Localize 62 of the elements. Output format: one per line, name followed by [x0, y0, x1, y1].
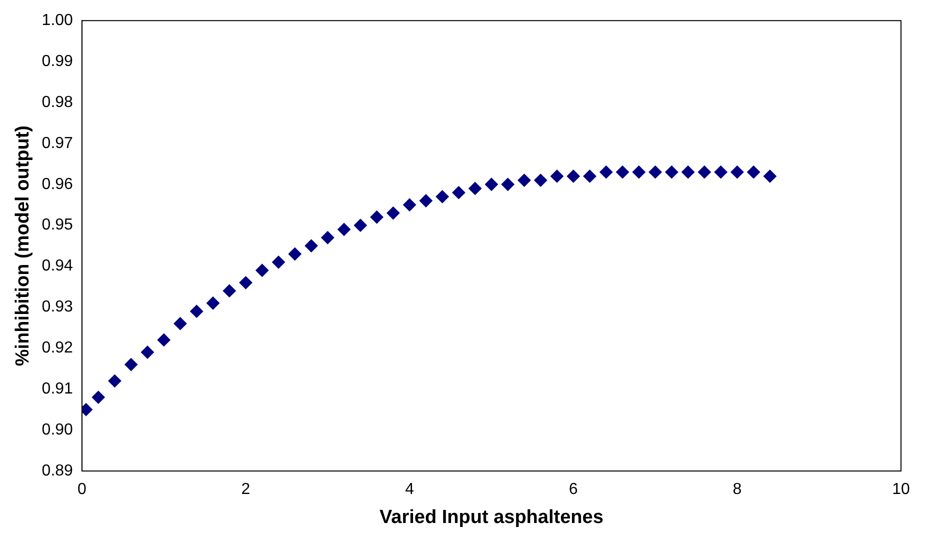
point: [403, 198, 416, 212]
point: [124, 358, 138, 372]
point: [534, 174, 548, 187]
point: [140, 346, 154, 359]
point: [354, 218, 367, 232]
point: [501, 178, 514, 191]
y-tick-label: 0.94: [42, 258, 74, 275]
point: [272, 256, 286, 269]
y-tick-label: 1.00: [42, 12, 74, 30]
point: [698, 166, 711, 179]
y-tick-label: 0.92: [42, 340, 74, 357]
x-tick-label: 4: [405, 481, 414, 498]
y-tick-label: 0.90: [42, 421, 74, 438]
x-tick-label: 6: [568, 481, 578, 498]
point: [239, 276, 252, 290]
point: [174, 317, 187, 330]
point: [714, 166, 728, 179]
point: [256, 264, 269, 277]
point: [108, 374, 122, 388]
point: [321, 231, 334, 244]
point: [288, 247, 302, 260]
point: [484, 178, 498, 191]
point: [304, 239, 318, 252]
point: [452, 186, 466, 200]
point: [682, 166, 695, 179]
point: [468, 182, 482, 195]
point: [600, 166, 613, 179]
x-axis-title: Varied Input asphaltenes: [380, 506, 604, 528]
point: [92, 390, 105, 404]
point: [338, 222, 351, 236]
point: [370, 210, 384, 224]
x-tick-label: 10: [892, 481, 910, 498]
point: [616, 166, 630, 179]
y-tick-label: 0.93: [42, 298, 74, 316]
x-tick-label: 8: [732, 481, 742, 498]
point: [419, 194, 432, 208]
y-tick-label: 0.89: [42, 462, 74, 480]
y-axis-title: %inhibition (model output): [12, 125, 34, 366]
point: [157, 333, 170, 346]
point: [648, 166, 662, 179]
point: [386, 206, 400, 220]
point: [747, 166, 760, 179]
y-tick-label: 0.98: [42, 94, 74, 111]
y-tick-label: 0.96: [42, 176, 74, 193]
point: [763, 170, 776, 183]
y-tick-label: 0.99: [42, 52, 74, 70]
point: [436, 190, 449, 204]
point: [566, 170, 580, 183]
point: [730, 166, 744, 179]
point: [665, 166, 678, 179]
y-tick-label: 0.97: [42, 134, 74, 152]
x-tick-label: 2: [241, 481, 250, 498]
x-tick-label: 0: [77, 481, 86, 498]
point: [632, 166, 646, 179]
point: [222, 284, 236, 298]
y-tick-label: 0.91: [42, 380, 74, 398]
point: [518, 174, 531, 187]
point: [583, 170, 596, 183]
point: [190, 304, 204, 318]
y-tick-label: 0.95: [42, 216, 74, 234]
point: [206, 296, 220, 310]
point: [550, 170, 564, 183]
